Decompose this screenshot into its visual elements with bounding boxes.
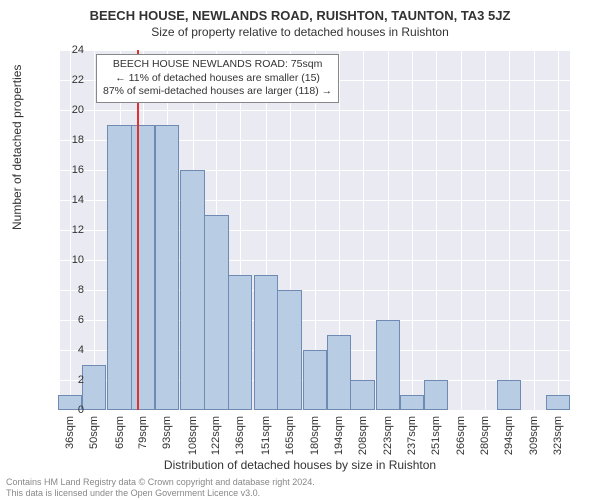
gridline-v [363, 50, 364, 410]
x-tick-label: 36sqm [64, 416, 76, 449]
x-tick-label: 50sqm [88, 416, 100, 449]
x-tick-label: 93sqm [161, 416, 173, 449]
y-tick-label: 14 [60, 194, 84, 206]
histogram-bar [277, 290, 301, 410]
x-tick-label: 180sqm [309, 416, 321, 455]
x-tick-label: 280sqm [479, 416, 491, 455]
gridline-h [60, 410, 570, 411]
y-tick-label: 12 [60, 224, 84, 236]
x-tick-label: 151sqm [260, 416, 272, 455]
y-tick-label: 16 [60, 164, 84, 176]
x-tick-label: 266sqm [455, 416, 467, 455]
y-tick-label: 4 [60, 344, 84, 356]
x-tick-label: 294sqm [503, 416, 515, 455]
x-tick-label: 108sqm [187, 416, 199, 455]
y-tick-label: 6 [60, 314, 84, 326]
histogram-bar [350, 380, 374, 410]
info-box-line: 87% of semi-detached houses are larger (… [103, 85, 332, 99]
x-tick-label: 122sqm [210, 416, 222, 455]
x-tick-label: 223sqm [382, 416, 394, 455]
gridline-v [94, 50, 95, 410]
histogram-bar [180, 170, 204, 410]
histogram-bar [204, 215, 228, 410]
x-axis-label: Distribution of detached houses by size … [0, 458, 600, 472]
x-tick-label: 309sqm [528, 416, 540, 455]
histogram-bar [424, 380, 448, 410]
y-tick-label: 10 [60, 254, 84, 266]
histogram-bar [155, 125, 179, 410]
x-tick-label: 208sqm [357, 416, 369, 455]
y-tick-label: 20 [60, 104, 84, 116]
gridline-v [509, 50, 510, 410]
chart-area: BEECH HOUSE NEWLANDS ROAD: 75sqm← 11% of… [60, 50, 570, 410]
x-tick-label: 79sqm [137, 416, 149, 449]
histogram-bar [400, 395, 424, 410]
histogram-bar [376, 320, 400, 410]
histogram-bar [303, 350, 327, 410]
histogram-bar [546, 395, 570, 410]
info-box-line: BEECH HOUSE NEWLANDS ROAD: 75sqm [103, 58, 332, 72]
gridline-v [412, 50, 413, 410]
x-tick-label: 323sqm [552, 416, 564, 455]
gridline-v [534, 50, 535, 410]
footer-attribution: Contains HM Land Registry data © Crown c… [6, 477, 594, 498]
histogram-bar [254, 275, 278, 410]
page-title: BEECH HOUSE, NEWLANDS ROAD, RUISHTON, TA… [0, 0, 600, 23]
property-marker-line [137, 50, 139, 410]
histogram-bar [131, 125, 155, 410]
gridline-v [485, 50, 486, 410]
x-tick-label: 251sqm [430, 416, 442, 455]
y-tick-label: 8 [60, 284, 84, 296]
x-tick-label: 65sqm [114, 416, 126, 449]
y-tick-label: 22 [60, 74, 84, 86]
footer-line-2: This data is licensed under the Open Gov… [6, 488, 594, 498]
gridline-v [558, 50, 559, 410]
x-tick-label: 136sqm [234, 416, 246, 455]
property-info-box: BEECH HOUSE NEWLANDS ROAD: 75sqm← 11% of… [96, 54, 339, 103]
histogram-bar [497, 380, 521, 410]
page-subtitle: Size of property relative to detached ho… [0, 23, 600, 39]
y-tick-label: 0 [60, 404, 84, 416]
info-box-line: ← 11% of detached houses are smaller (15… [103, 72, 332, 86]
y-tick-label: 18 [60, 134, 84, 146]
histogram-bar [82, 365, 106, 410]
plot-area: BEECH HOUSE NEWLANDS ROAD: 75sqm← 11% of… [60, 50, 570, 410]
y-tick-label: 24 [60, 44, 84, 56]
x-tick-label: 237sqm [406, 416, 418, 455]
x-tick-label: 165sqm [284, 416, 296, 455]
footer-line-1: Contains HM Land Registry data © Crown c… [6, 477, 594, 487]
x-tick-label: 194sqm [333, 416, 345, 455]
histogram-bar [327, 335, 351, 410]
histogram-bar [228, 275, 252, 410]
gridline-v [461, 50, 462, 410]
histogram-bar [107, 125, 131, 410]
gridline-v [436, 50, 437, 410]
y-axis-label: Number of detached properties [10, 65, 24, 230]
y-tick-label: 2 [60, 374, 84, 386]
